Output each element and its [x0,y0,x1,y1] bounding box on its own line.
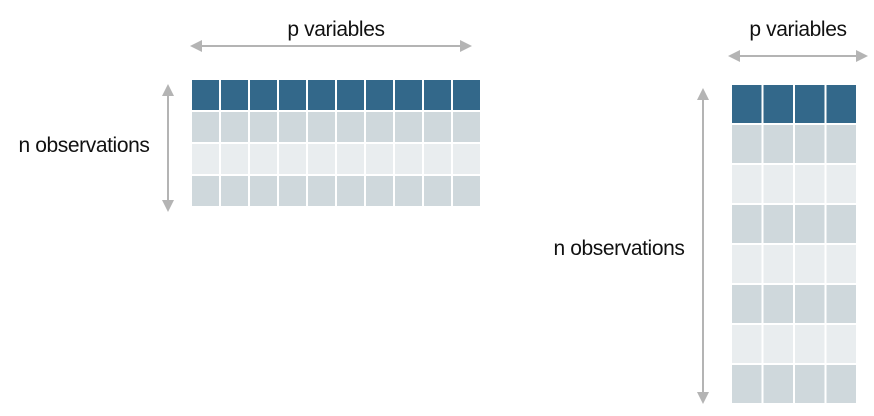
wide-data-cell [335,174,366,208]
wide-data-cell [190,142,221,176]
wide-header-cell [190,78,221,112]
wide-data-cell [248,174,279,208]
long-header-cell [793,83,827,125]
wide-data-cell [393,110,424,144]
long-data-cell [761,283,795,325]
long-data-cell [730,323,764,365]
wide-header-cell [422,78,453,112]
long-rows-arrow [697,88,709,404]
wide-data-cell [364,142,395,176]
wide-rows-arrow [162,84,174,212]
wide-table-grid [190,78,482,208]
long-data-cell [730,123,764,165]
long-data-cell [730,163,764,205]
wide-data-cell [364,174,395,208]
wide-data-cell [190,110,221,144]
long-data-cell [793,123,827,165]
long-data-cell [761,243,795,285]
wide-header-cell [277,78,308,112]
wide-header-cell [219,78,250,112]
wide-data-cell [335,110,366,144]
wide-data-cell [306,110,337,144]
long-columns-label: p variables [749,18,846,41]
long-data-cell [824,283,858,325]
wide-header-cell [393,78,424,112]
long-header-cell [730,83,764,125]
wide-data-cell [422,142,453,176]
wide-data-cell [393,142,424,176]
long-header-cell [824,83,858,125]
wide-header-cell [248,78,279,112]
wide-data-cell [306,174,337,208]
long-data-cell [793,323,827,365]
long-rows-label: n observations [554,237,685,260]
wide-data-cell [219,110,250,144]
wide-data-cell [451,110,482,144]
wide-data-cell [335,142,366,176]
wide-data-cell [190,174,221,208]
long-data-cell [761,203,795,245]
wide-columns-arrow [190,40,472,52]
wide-data-cell [248,142,279,176]
wide-header-cell [364,78,395,112]
long-table-panel: p variables n observations [554,18,868,405]
wide-rows-label: n observations [19,134,150,157]
wide-header-cell [451,78,482,112]
long-data-cell [761,363,795,405]
wide-data-cell [306,142,337,176]
wide-header-cell [335,78,366,112]
long-data-cell [761,123,795,165]
long-header-cell [761,83,795,125]
wide-data-cell [277,142,308,176]
long-data-cell [793,283,827,325]
long-data-cell [793,243,827,285]
wide-data-cell [277,110,308,144]
long-data-cell [824,243,858,285]
long-data-cell [730,283,764,325]
wide-data-cell [248,110,279,144]
wide-data-cell [422,110,453,144]
long-data-cell [793,363,827,405]
wide-data-cell [219,174,250,208]
wide-data-cell [364,110,395,144]
long-data-cell [824,163,858,205]
long-data-cell [824,123,858,165]
wide-data-cell [451,142,482,176]
long-data-cell [793,163,827,205]
wide-data-cell [451,174,482,208]
wide-data-cell [393,174,424,208]
long-data-cell [730,243,764,285]
wide-columns-label: p variables [287,18,384,41]
long-data-cell [793,203,827,245]
wide-data-cell [422,174,453,208]
wide-data-cell [219,142,250,176]
long-data-cell [730,203,764,245]
long-data-cell [824,363,858,405]
long-table-grid [730,83,858,405]
long-data-cell [761,323,795,365]
long-columns-arrow [728,50,868,62]
wide-data-cell [277,174,308,208]
long-data-cell [761,163,795,205]
wide-header-cell [306,78,337,112]
long-data-cell [824,323,858,365]
wide-table-panel: p variables n observations [19,18,482,212]
long-data-cell [824,203,858,245]
long-data-cell [730,363,764,405]
